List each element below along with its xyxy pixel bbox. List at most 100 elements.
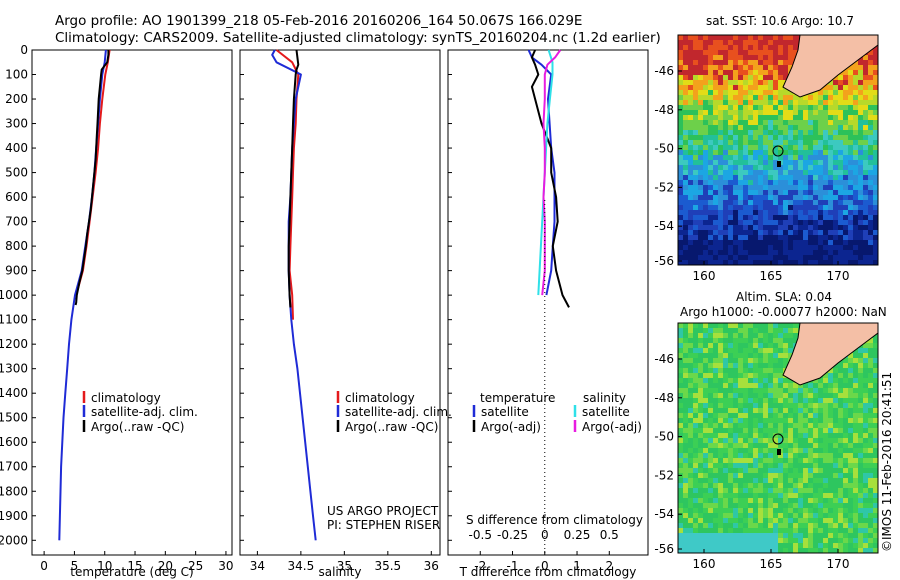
map-cell <box>793 120 798 125</box>
map-cell <box>713 393 718 398</box>
map-cell <box>743 463 748 468</box>
map-cell <box>728 120 733 125</box>
map-cell <box>868 90 873 95</box>
map-cell <box>873 463 878 468</box>
map-cell <box>863 508 868 513</box>
map-cell <box>723 418 728 423</box>
map-cell <box>833 95 838 100</box>
map-cell <box>758 488 763 493</box>
map-cell <box>833 523 838 528</box>
map-cell <box>703 60 708 65</box>
map-cell <box>783 378 788 383</box>
map-cell <box>698 468 703 473</box>
map-cell <box>748 150 753 155</box>
map-cell <box>848 210 853 215</box>
map-cell <box>783 498 788 503</box>
map-cell <box>693 498 698 503</box>
map-cell <box>758 433 763 438</box>
map-cell <box>823 135 828 140</box>
map-cell <box>728 493 733 498</box>
map-cell <box>738 323 743 328</box>
map-cell <box>803 548 808 553</box>
map-cell <box>853 120 858 125</box>
map-cell <box>873 230 878 235</box>
map-cell <box>803 408 808 413</box>
x-tick-label: 5 <box>71 559 79 573</box>
map-cell <box>708 383 713 388</box>
map-cell <box>793 508 798 513</box>
map-cell <box>848 373 853 378</box>
map-cell <box>703 45 708 50</box>
map-cell <box>793 488 798 493</box>
map-cell <box>863 180 868 185</box>
map-cell <box>848 140 853 145</box>
map-cell <box>773 513 778 518</box>
map-cell <box>713 518 718 523</box>
map-cell <box>773 348 778 353</box>
map-cell <box>853 225 858 230</box>
map-cell <box>813 448 818 453</box>
map-cell <box>733 518 738 523</box>
map-cell <box>798 260 803 265</box>
map-cell <box>693 230 698 235</box>
map-cell <box>743 398 748 403</box>
map-cell <box>738 423 743 428</box>
map-cell <box>758 378 763 383</box>
map-cell <box>818 483 823 488</box>
map-cell <box>783 250 788 255</box>
map-cell <box>723 235 728 240</box>
map-cell <box>868 75 873 80</box>
map-cell <box>858 75 863 80</box>
map-cell <box>868 503 873 508</box>
map-cell <box>813 393 818 398</box>
map-cell <box>678 433 683 438</box>
t-diff-axis-label: T difference from climatology <box>459 565 637 579</box>
map-cell <box>718 240 723 245</box>
map-cell <box>723 130 728 135</box>
map-cell <box>798 235 803 240</box>
map-cell <box>718 413 723 418</box>
map-cell <box>738 140 743 145</box>
map-cell <box>813 443 818 448</box>
map-cell <box>838 135 843 140</box>
map-cell <box>868 190 873 195</box>
map-cell <box>688 215 693 220</box>
map-cell <box>743 245 748 250</box>
map-cell <box>738 433 743 438</box>
map-cell <box>708 433 713 438</box>
map-cell <box>723 398 728 403</box>
map-cell <box>808 413 813 418</box>
map-cell <box>738 195 743 200</box>
map-cell <box>808 478 813 483</box>
map-cell <box>823 90 828 95</box>
map-cell <box>853 353 858 358</box>
map-cell <box>863 358 868 363</box>
map-cell <box>743 230 748 235</box>
map-cell <box>813 378 818 383</box>
map-cell <box>678 250 683 255</box>
map-cell <box>793 180 798 185</box>
map-cell <box>713 378 718 383</box>
map-cell <box>733 328 738 333</box>
map-cell <box>838 443 843 448</box>
map-cell <box>718 170 723 175</box>
map-cell <box>833 175 838 180</box>
map-cell <box>818 478 823 483</box>
map-cell <box>833 215 838 220</box>
map-cell <box>738 240 743 245</box>
salinity-axis-label: salinity <box>318 565 361 579</box>
map-cell <box>708 95 713 100</box>
map-cell <box>773 80 778 85</box>
map-cell <box>813 205 818 210</box>
map-cell <box>803 190 808 195</box>
map-cell <box>693 533 698 538</box>
map-cell <box>678 235 683 240</box>
map-cell <box>688 205 693 210</box>
map-cell <box>688 230 693 235</box>
map-cell <box>818 468 823 473</box>
map-cell <box>823 413 828 418</box>
map-cell <box>873 493 878 498</box>
map-cell <box>803 220 808 225</box>
map-cell <box>788 105 793 110</box>
map-cell <box>703 120 708 125</box>
